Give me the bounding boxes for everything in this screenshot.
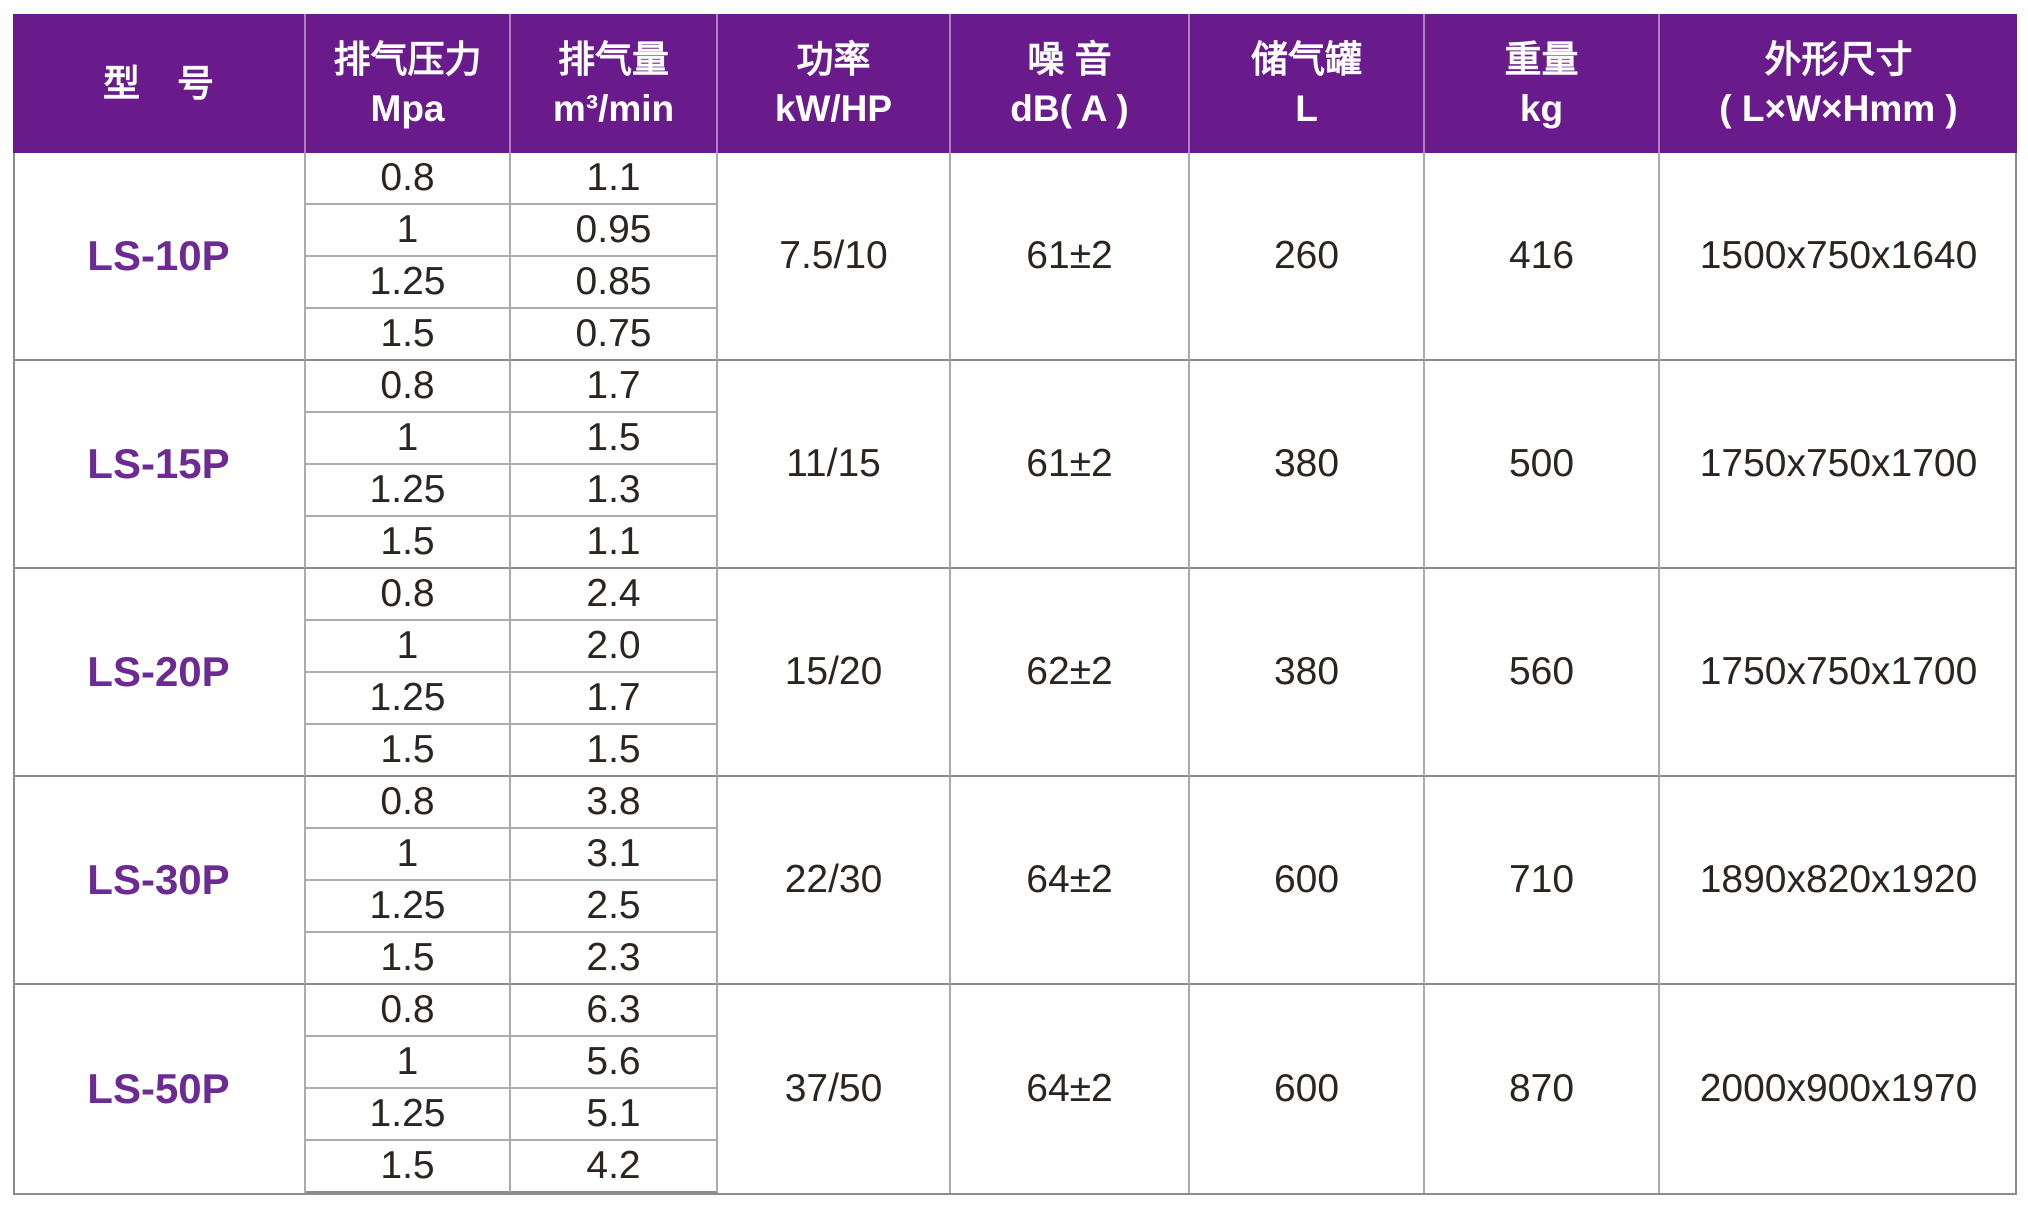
header-dims: 外形尺寸 ( L×W×Hmm )	[1660, 14, 2017, 153]
model-name: LS-20P	[13, 569, 306, 777]
power-cell: 22/30	[718, 777, 951, 985]
volume-cell: 1.5	[511, 725, 718, 777]
tank-cell: 260	[1190, 153, 1425, 361]
power-cell: 37/50	[718, 985, 951, 1193]
header-volume-unit: m³/min	[552, 87, 675, 129]
tank-cell: 600	[1190, 777, 1425, 985]
header-model: 型 号	[13, 14, 306, 153]
header-weight: 重量 kg	[1425, 14, 1660, 153]
noise-cell: 64±2	[951, 985, 1190, 1193]
volume-cell: 2.3	[511, 933, 718, 985]
header-model-label: 型 号	[103, 63, 214, 104]
weight-cell: 710	[1425, 777, 1660, 985]
header-weight-unit: kg	[1519, 87, 1564, 129]
volume-cell: 0.95	[511, 205, 718, 257]
volume-cell: 6.3	[511, 985, 718, 1037]
volume-cell: 2.4	[511, 569, 718, 621]
noise-cell: 61±2	[951, 361, 1190, 569]
header-power-label: 功率	[796, 38, 871, 80]
pressure-cell: 1	[306, 829, 511, 881]
pressure-cell: 1.5	[306, 309, 511, 361]
pressure-cell: 1.25	[306, 1089, 511, 1141]
pressure-cell: 1.5	[306, 933, 511, 985]
dims-cell: 1750x750x1700	[1660, 361, 2017, 569]
power-cell: 7.5/10	[718, 153, 951, 361]
pressure-cell: 1.5	[306, 1141, 511, 1193]
model-name: LS-30P	[13, 777, 306, 985]
weight-cell: 870	[1425, 985, 1660, 1193]
volume-cell: 3.1	[511, 829, 718, 881]
header-noise-unit: dB( A )	[1010, 87, 1129, 129]
header-pressure: 排气压力 Mpa	[306, 14, 511, 153]
weight-cell: 416	[1425, 153, 1660, 361]
header-pressure-unit: Mpa	[370, 87, 445, 129]
header-tank: 储气罐 L	[1190, 14, 1425, 153]
volume-cell: 5.1	[511, 1089, 718, 1141]
header-tank-unit: L	[1295, 87, 1318, 129]
header-dims-unit: ( L×W×Hmm )	[1719, 87, 1958, 129]
volume-cell: 1.5	[511, 413, 718, 465]
header-noise: 噪 音 dB( A )	[951, 14, 1190, 153]
tank-cell: 600	[1190, 985, 1425, 1193]
pressure-cell: 1.5	[306, 517, 511, 569]
model-name: LS-50P	[13, 985, 306, 1193]
volume-cell: 0.75	[511, 309, 718, 361]
pressure-cell: 1.25	[306, 465, 511, 517]
power-cell: 15/20	[718, 569, 951, 777]
header-pressure-label: 排气压力	[333, 38, 482, 80]
header-volume-label: 排气量	[558, 38, 669, 80]
pressure-cell: 0.8	[306, 985, 511, 1037]
pressure-cell: 1	[306, 205, 511, 257]
dims-cell: 1890x820x1920	[1660, 777, 2017, 985]
model-name: LS-15P	[13, 361, 306, 569]
volume-cell: 3.8	[511, 777, 718, 829]
header-weight-label: 重量	[1504, 38, 1579, 80]
pressure-cell: 1.25	[306, 881, 511, 933]
pressure-cell: 0.8	[306, 569, 511, 621]
dims-cell: 1750x750x1700	[1660, 569, 2017, 777]
volume-cell: 1.1	[511, 153, 718, 205]
pressure-cell: 1.25	[306, 673, 511, 725]
volume-cell: 5.6	[511, 1037, 718, 1089]
header-volume: 排气量 m³/min	[511, 14, 718, 153]
volume-cell: 2.5	[511, 881, 718, 933]
header-power-unit: kW/HP	[774, 87, 893, 129]
header-tank-label: 储气罐	[1251, 38, 1362, 80]
noise-cell: 62±2	[951, 569, 1190, 777]
header-power: 功率 kW/HP	[718, 14, 951, 153]
weight-cell: 500	[1425, 361, 1660, 569]
pressure-cell: 1	[306, 413, 511, 465]
pressure-cell: 1	[306, 1037, 511, 1089]
volume-cell: 1.1	[511, 517, 718, 569]
power-cell: 11/15	[718, 361, 951, 569]
tank-cell: 380	[1190, 569, 1425, 777]
volume-cell: 0.85	[511, 257, 718, 309]
header-noise-label: 噪 音	[1027, 38, 1112, 80]
dims-cell: 1500x750x1640	[1660, 153, 2017, 361]
pressure-cell: 1	[306, 621, 511, 673]
volume-cell: 1.7	[511, 673, 718, 725]
noise-cell: 61±2	[951, 153, 1190, 361]
spec-table: 型 号 排气压力 Mpa 排气量 m³/min 功率 kW/HP 噪 音 dB(…	[13, 14, 2017, 1195]
tank-cell: 380	[1190, 361, 1425, 569]
volume-cell: 2.0	[511, 621, 718, 673]
dims-cell: 2000x900x1970	[1699, 1067, 1978, 1110]
noise-cell: 64±2	[951, 777, 1190, 985]
weight-cell: 560	[1425, 569, 1660, 777]
volume-cell: 1.3	[511, 465, 718, 517]
pressure-cell: 0.8	[306, 777, 511, 829]
header-dims-label: 外形尺寸	[1764, 38, 1913, 80]
pressure-cell: 0.8	[306, 361, 511, 413]
volume-cell: 4.2	[511, 1141, 718, 1193]
pressure-cell: 0.8	[306, 153, 511, 205]
model-name: LS-10P	[13, 153, 306, 361]
volume-cell: 1.7	[511, 361, 718, 413]
pressure-cell: 1.25	[306, 257, 511, 309]
pressure-cell: 1.5	[306, 725, 511, 777]
